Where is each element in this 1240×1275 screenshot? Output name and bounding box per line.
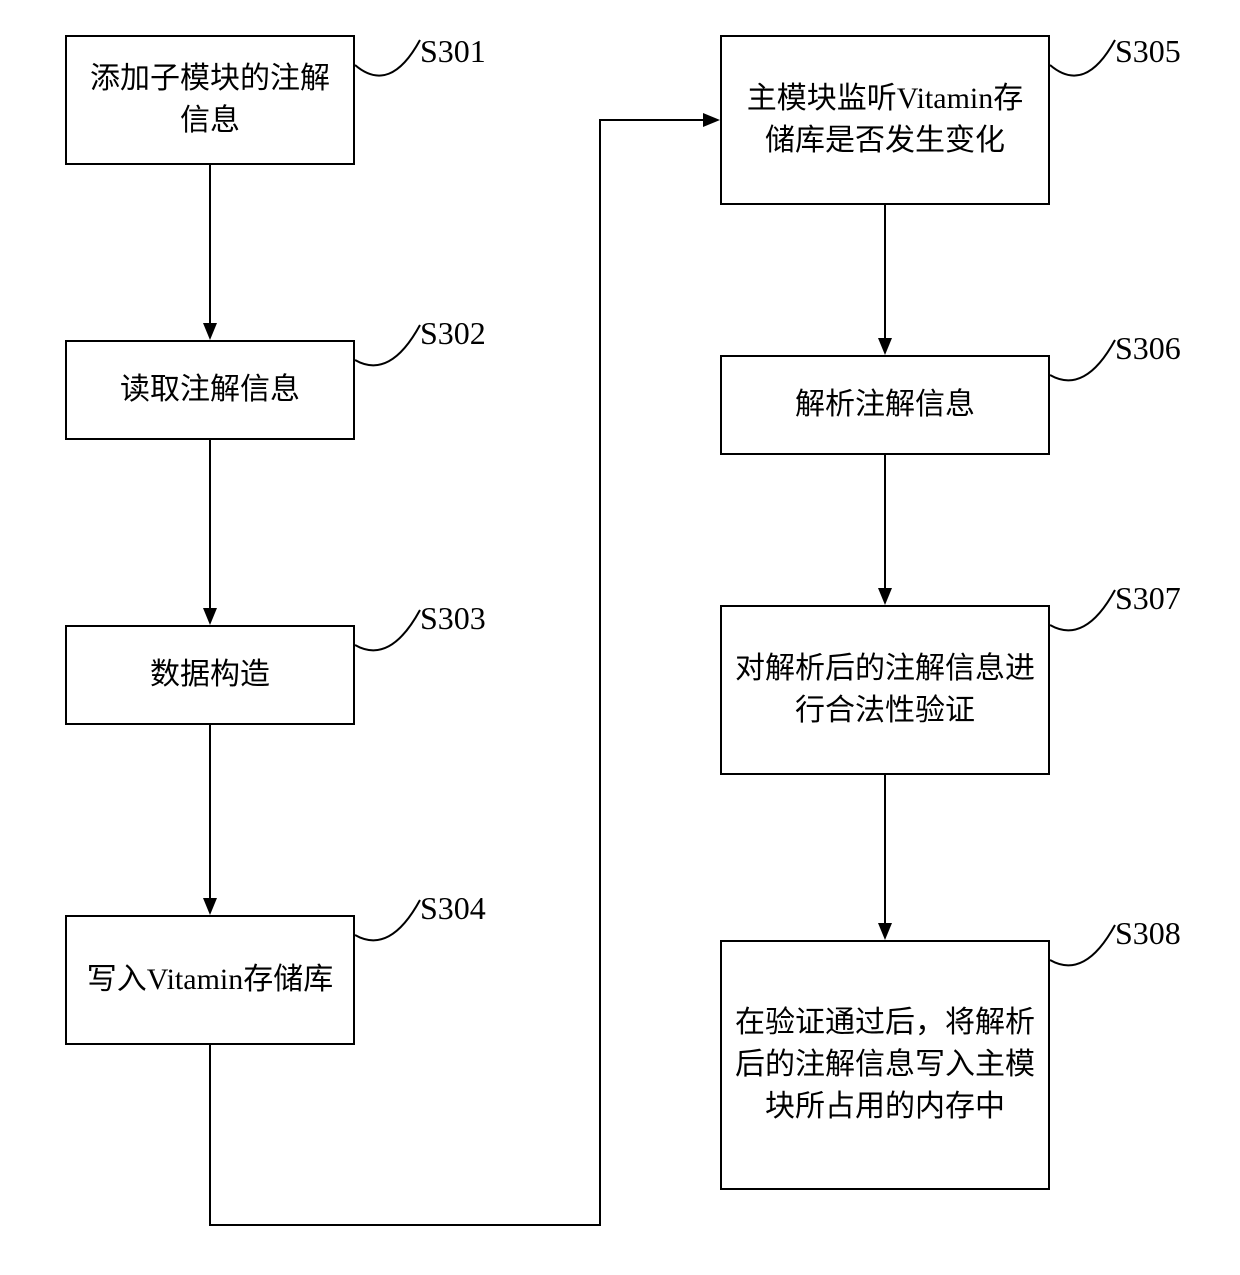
node-s305: 主模块监听Vitamin存储库是否发生变化 [720, 35, 1050, 205]
label-curve-s306 [1050, 335, 1120, 400]
node-s305-text: 主模块监听Vitamin存储库是否发生变化 [732, 78, 1038, 162]
label-curve-s305 [1050, 35, 1120, 100]
node-s306-text: 解析注解信息 [795, 384, 975, 426]
node-s306: 解析注解信息 [720, 355, 1050, 455]
node-s308: 在验证通过后，将解析后的注解信息写入主模块所占用的内存中 [720, 940, 1050, 1190]
node-s308-text: 在验证通过后，将解析后的注解信息写入主模块所占用的内存中 [732, 1002, 1038, 1128]
node-s307-text: 对解析后的注解信息进行合法性验证 [732, 648, 1038, 732]
label-s301: S301 [420, 33, 486, 70]
label-curve-s301 [355, 35, 425, 100]
label-s308: S308 [1115, 915, 1181, 952]
arrow-s304-s305 [200, 105, 730, 1235]
label-s307: S307 [1115, 580, 1181, 617]
arrow-s307-s308 [875, 775, 895, 940]
label-s306: S306 [1115, 330, 1181, 367]
label-curve-s307 [1050, 585, 1120, 650]
node-s307: 对解析后的注解信息进行合法性验证 [720, 605, 1050, 775]
label-s305: S305 [1115, 33, 1181, 70]
arrow-s306-s307 [875, 455, 895, 605]
arrow-s305-s306 [875, 205, 895, 355]
flowchart-container: 添加子模块的注解信息 S301 读取注解信息 S302 数据构造 S303 写入… [0, 0, 1240, 1275]
label-curve-s308 [1050, 920, 1120, 985]
